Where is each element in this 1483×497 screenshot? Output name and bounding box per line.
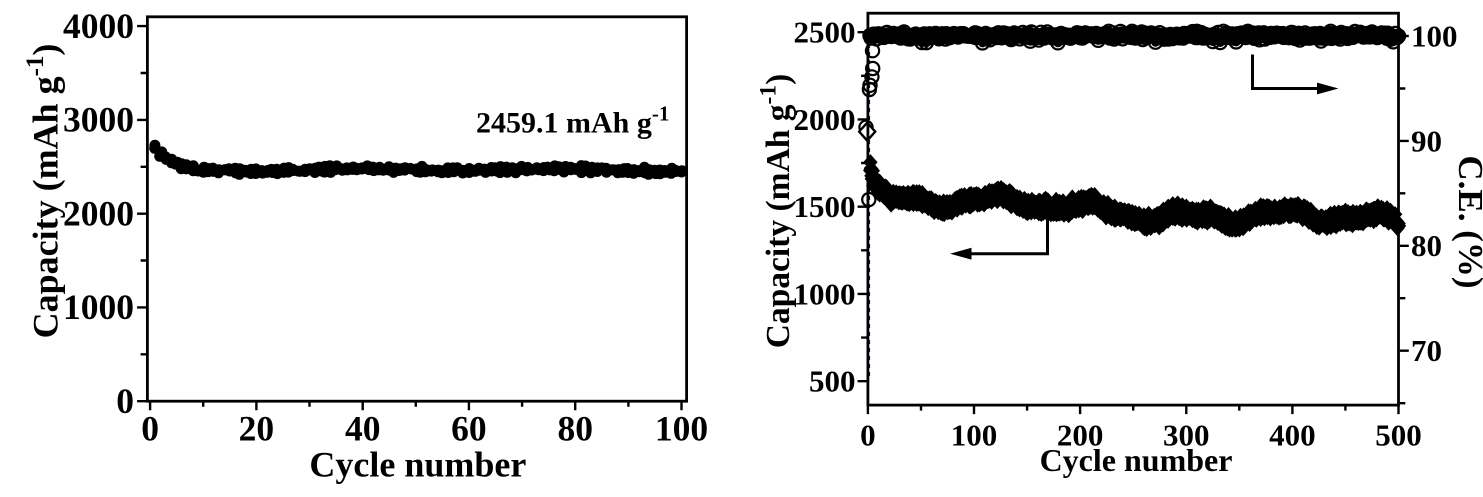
svg-text:100: 100: [1411, 18, 1458, 53]
svg-text:500: 500: [809, 364, 856, 399]
svg-text:C.E. (%): C.E. (%): [1451, 155, 1483, 288]
svg-text:100: 100: [655, 408, 708, 448]
svg-text:0: 0: [860, 418, 876, 453]
svg-text:500: 500: [1375, 418, 1422, 453]
svg-text:0: 0: [116, 381, 134, 421]
svg-text:40: 40: [345, 408, 381, 448]
svg-text:Capacity (mAh g-1): Capacity (mAh g-1): [756, 74, 798, 349]
svg-text:90: 90: [1411, 123, 1442, 158]
svg-text:400: 400: [1269, 418, 1316, 453]
svg-text:1000: 1000: [63, 287, 134, 327]
svg-text:200: 200: [1057, 418, 1104, 453]
svg-text:2459.1 mAh g-1: 2459.1 mAh g-1: [476, 101, 669, 139]
svg-text:70: 70: [1411, 333, 1442, 368]
svg-text:1500: 1500: [794, 189, 856, 224]
svg-text:2500: 2500: [794, 15, 856, 50]
svg-text:80: 80: [557, 408, 593, 448]
svg-text:4000: 4000: [63, 6, 134, 46]
svg-text:3000: 3000: [63, 100, 134, 140]
svg-text:Capacity (mAh g-1): Capacity (mAh g-1): [22, 44, 66, 339]
svg-text:0: 0: [141, 408, 159, 448]
svg-text:Cycle number: Cycle number: [1040, 442, 1233, 478]
svg-text:2000: 2000: [794, 102, 856, 137]
svg-text:20: 20: [239, 408, 275, 448]
svg-text:60: 60: [451, 408, 487, 448]
svg-text:80: 80: [1411, 228, 1442, 263]
svg-text:Cycle number: Cycle number: [309, 445, 526, 485]
svg-text:300: 300: [1163, 418, 1210, 453]
svg-text:100: 100: [951, 418, 998, 453]
svg-text:1000: 1000: [794, 276, 856, 311]
svg-text:2000: 2000: [63, 194, 134, 234]
